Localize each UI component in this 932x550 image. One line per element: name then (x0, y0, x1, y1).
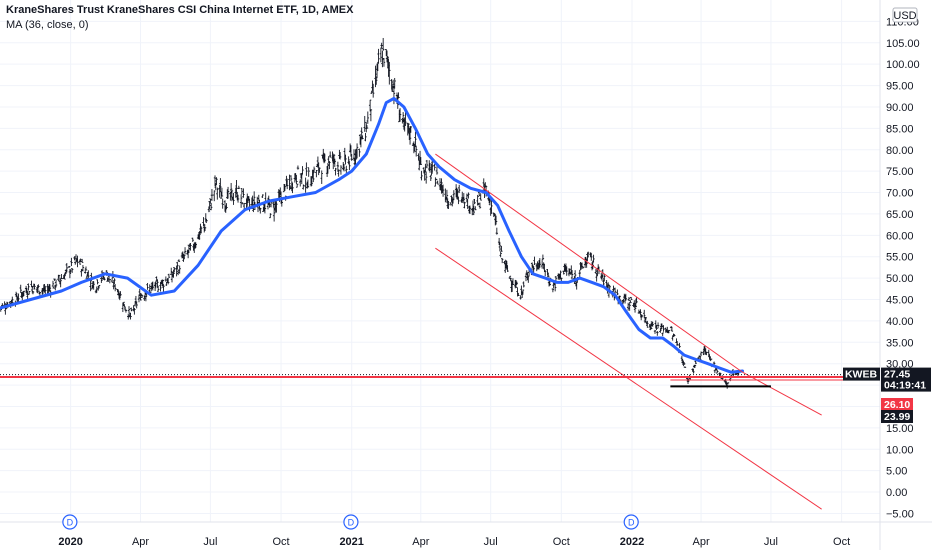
support-price-tag (881, 398, 913, 411)
y-tick-label: 15.00 (886, 423, 914, 435)
x-tick-label: Oct (833, 536, 850, 548)
y-tick-label: 35.00 (886, 337, 914, 349)
symbol-tag-label: KWEB (845, 369, 877, 381)
y-tick-label: 105.00 (886, 38, 920, 50)
x-tick-label: Oct (553, 536, 570, 548)
x-tick-label: Apr (412, 536, 429, 548)
y-tick-label: 0.00 (886, 487, 907, 499)
y-tick-label: 40.00 (886, 316, 914, 328)
support-price-value: 26.10 (884, 399, 910, 411)
x-tick-label: 2022 (620, 536, 644, 548)
dividend-marker-label: D (67, 518, 74, 528)
x-tick-label: Oct (272, 536, 289, 548)
x-tick-label: Jul (484, 536, 498, 548)
y-tick-label: 75.00 (886, 166, 914, 178)
x-tick-label: Apr (132, 536, 149, 548)
currency-label: USD (893, 10, 916, 22)
moving-average-line (0, 96, 744, 374)
last-price-tag (881, 367, 931, 392)
y-tick-label: 10.00 (886, 444, 914, 456)
y-tick-label: 5.00 (886, 466, 907, 478)
channel-upper-extension[interactable] (742, 371, 822, 416)
channel-lower-line[interactable] (435, 247, 822, 510)
legend-indicator: MA (36, close, 0) (6, 19, 89, 31)
dividend-marker-label: D (628, 518, 635, 528)
low-price-value: 23.99 (884, 411, 910, 423)
currency-badge (892, 7, 918, 23)
chart-legend: KraneShares Trust KraneShares CSI China … (6, 3, 353, 33)
y-tick-label: 70.00 (886, 188, 914, 200)
dividend-marker-icon[interactable] (623, 514, 639, 530)
y-tick-label: 90.00 (886, 102, 914, 114)
channel-upper-line[interactable] (435, 153, 743, 373)
x-tick-label: 2020 (58, 536, 82, 548)
y-tick-label: 100.00 (886, 59, 920, 71)
countdown-timer: 04:19:41 (884, 380, 926, 392)
y-tick-label: 80.00 (886, 145, 914, 157)
symbol-tag (843, 367, 880, 381)
y-tick-label: 50.00 (886, 273, 914, 285)
y-tick-label: 85.00 (886, 123, 914, 135)
x-tick-label: 2021 (339, 536, 363, 548)
y-tick-label: 60.00 (886, 230, 914, 242)
x-tick-label: Apr (693, 536, 710, 548)
y-tick-label: 65.00 (886, 209, 914, 221)
dividend-marker-icon[interactable] (62, 514, 78, 530)
y-tick-label: 45.00 (886, 295, 914, 307)
low-price-tag (881, 410, 913, 423)
y-tick-label: 55.00 (886, 252, 914, 264)
x-tick-label: Jul (764, 536, 778, 548)
dividend-marker-label: D (348, 518, 355, 528)
y-tick-label: 95.00 (886, 81, 914, 93)
y-tick-label: −5.00 (886, 508, 914, 520)
dividend-marker-icon[interactable] (343, 514, 359, 530)
legend-title: KraneShares Trust KraneShares CSI China … (6, 4, 354, 16)
last-price-value: 27.45 (884, 369, 910, 381)
x-tick-label: Jul (203, 536, 217, 548)
